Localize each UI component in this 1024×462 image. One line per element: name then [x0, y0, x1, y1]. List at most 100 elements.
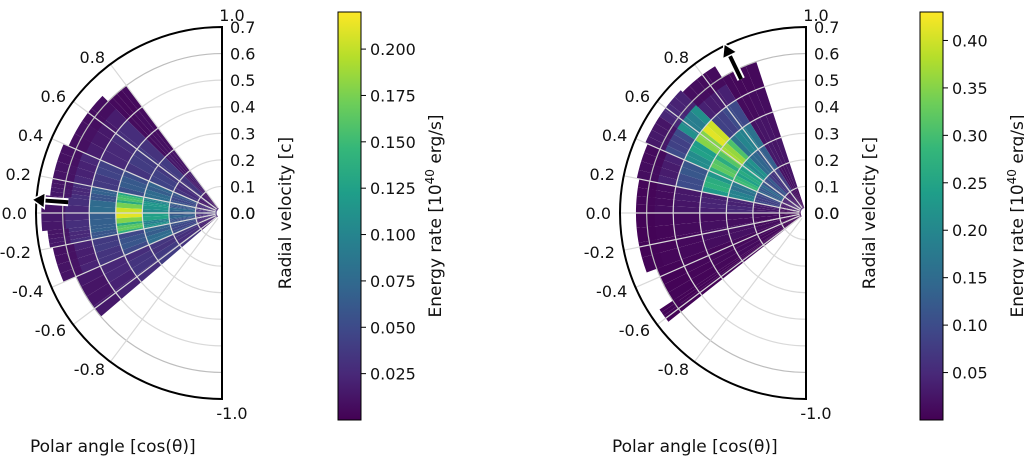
heat-cell — [151, 237, 177, 255]
heat-cell — [90, 228, 118, 237]
heat-cell — [90, 193, 117, 200]
heat-cell — [732, 178, 759, 192]
heat-cell — [742, 245, 765, 263]
angle-tick-label: 1.0 — [219, 6, 244, 25]
right-colorbar-ticks: 0.40 0.35 0.30 0.25 0.20 0.15 0.10 0.05 — [943, 31, 988, 383]
heat-cell — [63, 226, 91, 233]
heat-cell — [124, 162, 152, 182]
heat-cell — [785, 195, 803, 210]
heat-cell — [93, 239, 121, 253]
heat-cell — [198, 215, 218, 227]
right-half-circle-frame — [619, 25, 807, 401]
heat-cell — [726, 205, 754, 211]
heat-cell — [175, 183, 200, 201]
heat-cell — [700, 219, 728, 232]
heat-cell — [74, 120, 98, 143]
heat-cell — [133, 146, 160, 170]
heat-cell — [689, 144, 715, 163]
heat-cell — [159, 157, 185, 180]
angle-grid-spoke — [39, 213, 216, 251]
heat-cell — [142, 209, 169, 213]
heat-cell — [89, 206, 116, 213]
heat-cell — [144, 226, 172, 237]
heat-cell — [753, 215, 780, 223]
heat-cell — [736, 239, 762, 257]
radial-tick-label: 0.0 — [814, 204, 839, 223]
radial-tick-label: 0.0 — [814, 204, 839, 223]
heat-cell — [180, 175, 204, 197]
heat-cell — [148, 175, 176, 192]
colorbar-tick-label: 0.40 — [952, 31, 988, 50]
heat-cell — [741, 93, 760, 120]
heat-cell — [673, 222, 702, 237]
angle-tick-label: 0.2 — [5, 165, 30, 184]
heat-cell — [667, 279, 696, 301]
radial-tick-label: 0.1 — [814, 177, 839, 196]
heat-cell — [148, 133, 170, 156]
heat-cell — [767, 141, 783, 167]
heat-cell — [120, 175, 148, 190]
colorbar-tick-label: 0.150 — [370, 133, 416, 152]
right-direction-arrow — [721, 42, 745, 81]
heat-cell — [131, 254, 158, 276]
heat-cell — [100, 255, 128, 275]
heat-cell — [727, 193, 755, 203]
heat-cell — [65, 236, 92, 245]
heat-cell — [677, 173, 705, 187]
heat-cell — [734, 236, 760, 253]
angle-tick-label: 0.2 — [589, 165, 614, 184]
heat-cell — [714, 154, 740, 173]
heat-cell — [758, 187, 783, 202]
heat-cell — [127, 249, 155, 269]
heat-cell — [89, 213, 116, 220]
heat-cell — [702, 124, 727, 147]
heat-cell — [142, 201, 170, 207]
heat-cell — [117, 186, 145, 198]
radial-tick-label: 0.4 — [230, 98, 255, 117]
radial-tick-label: 0.7 — [230, 18, 255, 37]
angle-tick-label: 0.4 — [18, 126, 43, 145]
colorbar-tick-label: 0.175 — [370, 86, 416, 105]
right-colorbar-gradient — [919, 11, 944, 421]
arrow-head — [30, 191, 47, 210]
heat-cell — [50, 187, 73, 195]
right-radial-tick-labels: 0.70.60.50.40.30.20.10.00.0 — [814, 18, 839, 223]
heat-cell — [121, 85, 143, 111]
heat-cell — [648, 129, 671, 146]
heat-cell — [706, 120, 731, 143]
heat-cell — [673, 199, 701, 208]
heat-cell — [673, 206, 700, 213]
heat-cell — [673, 213, 701, 225]
heat-cell — [636, 226, 657, 243]
heat-cell — [717, 150, 742, 170]
heat-cell — [690, 266, 718, 287]
angle-grid-spoke — [635, 215, 801, 288]
heat-cell — [203, 193, 219, 210]
heat-cell — [165, 155, 186, 176]
heat-cell — [178, 228, 202, 248]
heat-cell — [661, 300, 682, 316]
left-colorbar-ticks: 0.200 0.175 0.150 0.125 0.100 0.075 0.050 0.025 — [361, 40, 416, 384]
heat-cell — [60, 266, 84, 283]
angle-grid-spoke — [623, 213, 800, 251]
heat-cell — [780, 214, 802, 223]
heat-cell — [92, 291, 122, 317]
heat-cell — [783, 198, 802, 211]
heat-cell — [689, 79, 711, 102]
heat-cell — [173, 223, 199, 238]
heat-cell — [635, 204, 655, 213]
heat-cell — [86, 282, 115, 307]
heat-cell — [104, 262, 132, 283]
heat-cell — [766, 175, 788, 196]
heat-cell — [752, 213, 780, 218]
heat-cell — [787, 193, 803, 210]
heat-cell — [718, 258, 742, 276]
heat-cell — [142, 203, 170, 208]
radial-tick-label: 0.3 — [230, 124, 255, 143]
heat-cell — [135, 259, 162, 283]
radial-tick-label: 0.0 — [230, 204, 255, 223]
heat-cell — [726, 209, 753, 213]
heat-cell — [726, 213, 754, 220]
angle-grid-spoke — [656, 100, 802, 210]
heat-cell — [196, 214, 217, 221]
